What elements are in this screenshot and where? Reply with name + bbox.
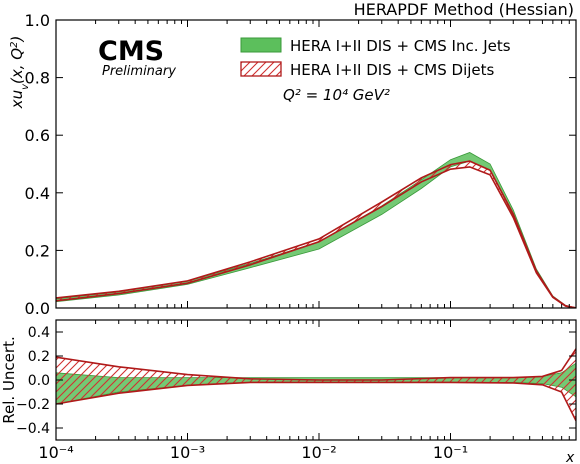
ratio-y-tick-label: 0.4 xyxy=(28,325,50,341)
x-tick-label: 10⁻⁴ xyxy=(38,443,73,462)
scale-label: Q² = 10⁴ GeV² xyxy=(283,86,390,104)
legend-label-inc-jets: HERA I+II DIS + CMS Inc. Jets xyxy=(290,37,511,55)
main-ylabel: xuv(x, Q2) xyxy=(8,36,31,110)
x-tick-label: 10⁻² xyxy=(301,443,336,462)
legend: HERA I+II DIS + CMS Inc. Jets HERA I+II … xyxy=(240,37,511,79)
main-y-tick-label: 0.2 xyxy=(25,241,50,260)
main-y-tick-label: 0.0 xyxy=(25,299,50,318)
ratio-dijets-lower-edge xyxy=(56,381,576,422)
cms-logo: CMS xyxy=(98,36,164,67)
ratio-band-dijets xyxy=(56,348,576,421)
xlabel: x xyxy=(565,450,575,464)
main-band-inc-jets xyxy=(56,152,576,308)
main-y-tick-label: 0.6 xyxy=(25,126,50,145)
ratio-y-tick-label: 0.2 xyxy=(28,349,50,365)
main-y-tick-label: 1.0 xyxy=(25,11,50,30)
ratio-ylabel: Rel. Uncert. xyxy=(0,336,18,423)
legend-swatch-dijets xyxy=(240,61,282,77)
main-y-tick-label: 0.4 xyxy=(25,184,50,203)
main-y-tick-label: 0.8 xyxy=(25,69,50,88)
ratio-dijets-upper-edge xyxy=(56,348,576,381)
x-tick-label: 10⁻³ xyxy=(170,443,205,462)
main-dijets-lower-edge xyxy=(56,166,576,308)
legend-swatch-inc-jets xyxy=(240,37,282,53)
ratio-y-tick-label: −0.2 xyxy=(16,397,50,413)
main-panel: 0.0 0.2 0.4 0.6 0.8 1.0 xuv(x, Q2) CMS Prelim… xyxy=(8,11,577,318)
cms-subtitle: Preliminary xyxy=(102,64,176,79)
ratio-y-tick-label: 0.0 xyxy=(28,373,50,389)
method-label: HERAPDF Method (Hessian) xyxy=(354,0,574,19)
legend-label-dijets: HERA I+II DIS + CMS Dijets xyxy=(290,61,495,79)
x-tick-label: 10⁻¹ xyxy=(433,443,468,462)
ratio-y-tick-label: −0.4 xyxy=(16,421,50,437)
ratio-panel: −0.4 −0.2 0.0 0.2 0.4 Rel. Uncert. 10⁻⁴ 10⁻³ 1… xyxy=(0,319,577,464)
main-frame xyxy=(55,19,577,309)
